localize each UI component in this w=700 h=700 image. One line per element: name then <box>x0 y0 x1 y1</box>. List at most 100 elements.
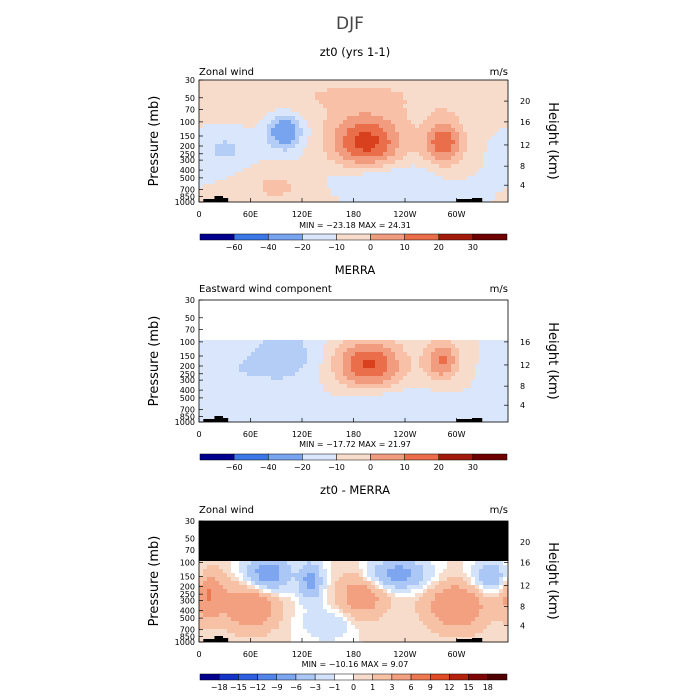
heatmap-cell <box>459 136 464 141</box>
heatmap-cell <box>475 312 480 317</box>
heatmap-cell <box>311 200 316 203</box>
heatmap-cell <box>323 364 328 369</box>
heatmap-cell <box>343 300 348 305</box>
heatmap-cell <box>475 364 480 369</box>
heatmap-cell <box>483 96 488 101</box>
heatmap-cell <box>239 200 244 203</box>
heatmap-cell <box>267 88 272 93</box>
heatmap-cell <box>283 320 288 325</box>
heatmap-cell <box>471 192 476 197</box>
heatmap-cell <box>375 404 380 409</box>
heatmap-cell <box>419 360 424 365</box>
heatmap-cell <box>303 160 308 165</box>
heatmap-cell <box>235 120 240 125</box>
heatmap-cell <box>251 376 256 381</box>
heatmap-cell <box>399 116 404 121</box>
heatmap-cell <box>487 380 492 385</box>
heatmap-cell <box>283 124 288 129</box>
heatmap-cell <box>251 188 256 193</box>
heatmap-cell <box>415 108 420 113</box>
heatmap-cell <box>435 104 440 109</box>
heatmap-cell <box>451 316 456 321</box>
heatmap-cell <box>439 148 444 153</box>
heatmap-cell <box>351 180 356 185</box>
heatmap-cell <box>199 156 204 161</box>
heatmap-cell <box>471 348 476 353</box>
heatmap-cell <box>455 344 460 349</box>
heatmap-cell <box>387 120 392 125</box>
heatmap-cell <box>319 372 324 377</box>
heatmap-cell <box>407 128 412 133</box>
heatmap-cell <box>415 300 420 305</box>
heatmap-cell <box>383 340 388 345</box>
heatmap-cell <box>291 336 296 341</box>
heatmap-cell <box>439 176 444 181</box>
heatmap-cell <box>227 380 232 385</box>
heatmap-cell <box>251 184 256 189</box>
heatmap-cell <box>299 384 304 389</box>
heatmap-cell <box>495 372 500 377</box>
heatmap-cell <box>451 80 456 85</box>
heatmap-cell <box>199 200 204 203</box>
heatmap-cell <box>203 388 208 393</box>
heatmap-cell <box>499 112 504 117</box>
heatmap-cell <box>287 400 292 405</box>
heatmap-cell <box>395 196 400 201</box>
heatmap-cell <box>287 96 292 101</box>
heatmap-cell <box>391 372 396 377</box>
heatmap-cell <box>323 320 328 325</box>
heatmap-cell <box>203 124 208 129</box>
heatmap-cell <box>499 192 504 197</box>
heatmap-cell <box>307 92 312 97</box>
heatmap-cell <box>379 388 384 393</box>
heatmap-cell <box>231 84 236 89</box>
y-tick-label: 250 <box>180 150 195 159</box>
heatmap-cell <box>227 120 232 125</box>
heatmap-cell <box>323 412 328 417</box>
heatmap-cell <box>487 368 492 373</box>
heatmap-cell <box>371 352 376 357</box>
heatmap-cell <box>243 388 248 393</box>
heatmap-cell <box>295 360 300 365</box>
heatmap-cell <box>459 372 464 377</box>
heatmap-cell <box>227 164 232 169</box>
heatmap-cell <box>359 124 364 129</box>
heatmap-cell <box>307 380 312 385</box>
heatmap-cell <box>435 112 440 117</box>
heatmap-cell <box>255 164 260 169</box>
heatmap-cell <box>219 180 224 185</box>
heatmap-cell <box>375 184 380 189</box>
heatmap-cell <box>419 84 424 89</box>
heatmap-cell <box>399 360 404 365</box>
heatmap-cell <box>219 140 224 145</box>
heatmap-cell <box>259 388 264 393</box>
heatmap-cell <box>251 196 256 201</box>
heatmap-cell <box>459 100 464 105</box>
heatmap-cell <box>271 188 276 193</box>
heatmap-cell <box>207 128 212 133</box>
heatmap-cell <box>431 196 436 201</box>
heatmap-cell <box>367 84 372 89</box>
heatmap-cell <box>391 88 396 93</box>
heatmap-cell <box>471 112 476 117</box>
heatmap-cell <box>331 360 336 365</box>
heatmap-cell <box>407 112 412 117</box>
heatmap-cell <box>351 148 356 153</box>
heatmap-cell <box>475 132 480 137</box>
heatmap-cell <box>267 84 272 89</box>
heatmap-cell <box>323 176 328 181</box>
heatmap-cell <box>251 336 256 341</box>
heatmap-cell <box>443 168 448 173</box>
heatmap-cell <box>327 352 332 357</box>
heatmap-cell <box>495 92 500 97</box>
heatmap-cell <box>243 152 248 157</box>
heatmap-cell <box>499 412 504 417</box>
heatmap-cell <box>199 152 204 157</box>
heatmap-cell <box>203 336 208 341</box>
heatmap-cell <box>199 100 204 105</box>
heatmap-cell <box>367 156 372 161</box>
heatmap-cell <box>235 108 240 113</box>
heatmap-cell <box>467 408 472 413</box>
heatmap-cell <box>407 384 412 389</box>
heatmap-cell <box>443 188 448 193</box>
